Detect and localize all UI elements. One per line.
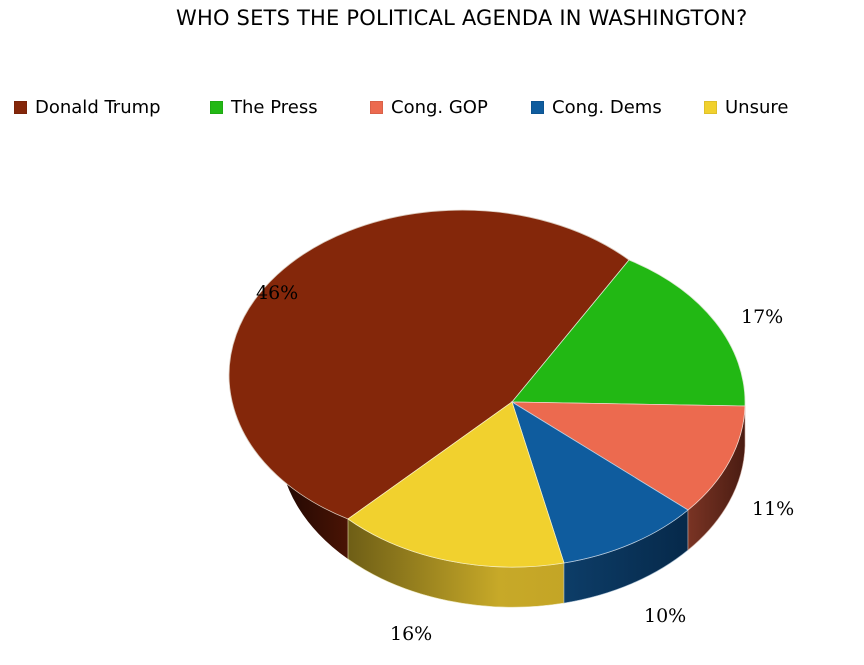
legend-swatch-icon: [531, 101, 544, 114]
legend-label: The Press: [231, 97, 318, 118]
legend-item-cong-gop[interactable]: Cong. GOP: [370, 97, 488, 118]
slice-side-trump: [279, 402, 348, 559]
legend-item-cong-dems[interactable]: Cong. Dems: [531, 97, 662, 118]
legend-item-unsure[interactable]: Unsure: [704, 97, 788, 118]
legend-item-donald-trump[interactable]: Donald Trump: [14, 97, 161, 118]
legend-swatch-icon: [210, 101, 223, 114]
legend-label: Cong. Dems: [552, 97, 662, 118]
slice-label-dems: 10%: [644, 605, 687, 627]
slice-label-trump: 46%: [256, 282, 299, 304]
slice-label-unsure: 16%: [390, 623, 433, 645]
legend-label: Donald Trump: [35, 97, 161, 118]
slice-unsure[interactable]: [347, 401, 565, 568]
legend-swatch-icon: [704, 101, 717, 114]
legend-label: Unsure: [725, 97, 789, 118]
slice-dems[interactable]: [511, 401, 689, 564]
slice-gop[interactable]: [510, 401, 746, 511]
slice-label-gop: 11%: [752, 498, 795, 520]
slice-label-press: 17%: [741, 306, 784, 328]
slice-trump[interactable]: [228, 209, 630, 520]
slice-press[interactable]: [511, 259, 746, 407]
legend-item-the-press[interactable]: The Press: [210, 97, 318, 118]
chart-title: WHO SETS THE POLITICAL AGENDA IN WASHING…: [176, 6, 748, 30]
legend-label: Cong. GOP: [391, 97, 488, 118]
legend-swatch-icon: [370, 101, 383, 114]
legend-swatch-icon: [14, 101, 27, 114]
